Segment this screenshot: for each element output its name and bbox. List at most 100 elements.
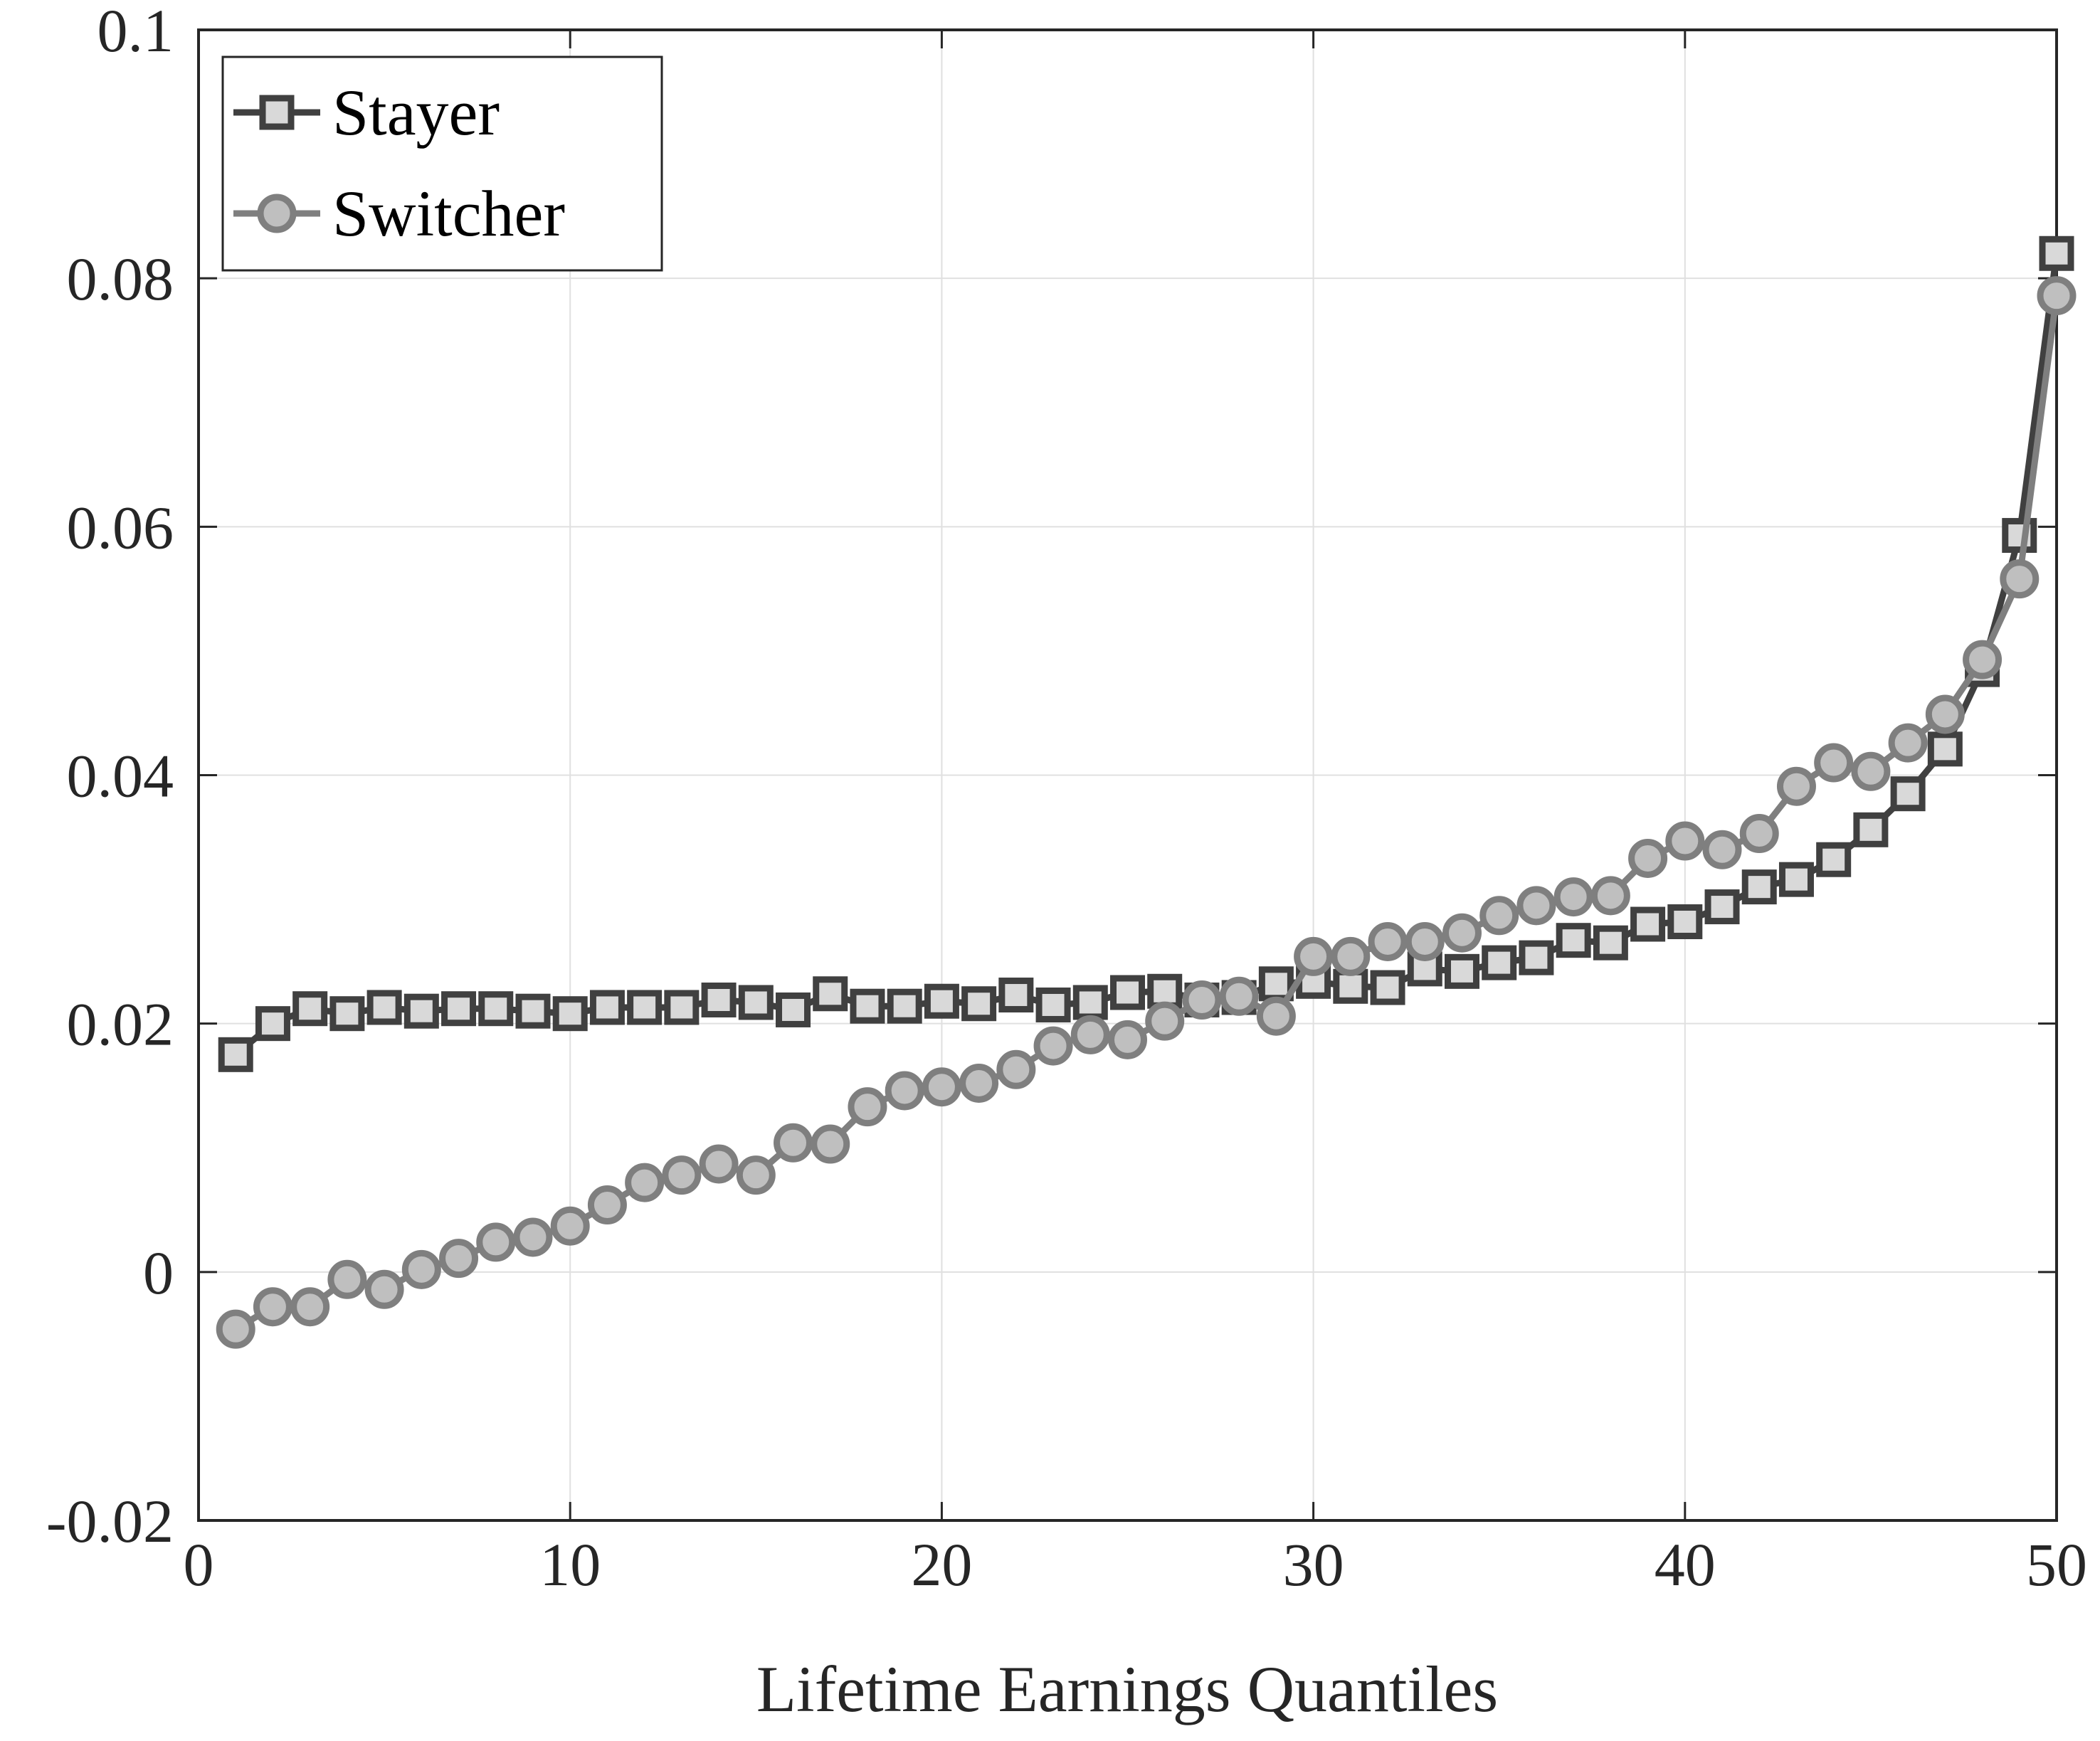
stayer-point	[1927, 731, 1963, 767]
stayer-point	[1741, 869, 1777, 905]
y-tick-label: 0.02	[67, 990, 174, 1059]
series-layer	[216, 236, 2077, 1349]
switcher-point	[1628, 838, 1668, 878]
stayer-point	[1072, 985, 1108, 1020]
stayer-point	[1778, 862, 1814, 897]
y-tick-label: -0.02	[46, 1487, 174, 1555]
switcher-point	[290, 1287, 330, 1327]
stayer-point	[1333, 968, 1368, 1004]
switcher-point	[1182, 980, 1222, 1020]
y-tick-label: 0.08	[67, 245, 174, 313]
stayer-point	[1630, 906, 1666, 942]
switcher-point	[1405, 921, 1445, 961]
series-switcher	[216, 276, 2077, 1349]
stayer-point	[924, 983, 959, 1019]
stayer-point	[292, 991, 328, 1027]
stayer-point	[1667, 904, 1703, 940]
switcher-point	[736, 1155, 776, 1195]
switcher-point	[253, 1287, 292, 1327]
switcher-point	[2000, 559, 2040, 599]
stayer-point	[1890, 776, 1926, 812]
stayer-point	[1853, 812, 1889, 847]
stayer-point	[998, 978, 1034, 1013]
y-tick-labels: -0.02 0 0.02 0.04 0.06 0.08 0.1	[46, 0, 174, 1555]
stayer-point	[1370, 970, 1405, 1005]
switcher-point	[1033, 1026, 1073, 1066]
stayer-point	[961, 986, 997, 1022]
stayer-point	[664, 990, 700, 1025]
switcher-point	[1665, 821, 1705, 861]
switcher-point	[922, 1067, 961, 1107]
switcher-point	[1702, 830, 1742, 869]
switcher-point	[1442, 913, 1482, 953]
stayer-point	[2039, 236, 2074, 271]
switcher-point	[216, 1309, 255, 1349]
switcher-point	[625, 1163, 665, 1202]
stayer-point	[1593, 925, 1628, 961]
switcher-point	[774, 1123, 813, 1163]
stayer-point	[850, 988, 885, 1024]
y-tick-label: 0.04	[67, 742, 174, 810]
stayer-point	[776, 992, 811, 1027]
stayer-point	[738, 985, 774, 1020]
stayer-point	[552, 996, 588, 1032]
legend-switcher-label: Switcher	[332, 177, 565, 250]
switcher-point	[1070, 1015, 1110, 1054]
switcher-point	[1479, 896, 1519, 936]
stayer-point	[627, 990, 663, 1025]
stayer-point	[1147, 973, 1183, 1009]
plot-frame	[197, 28, 2058, 1522]
switcher-point	[476, 1222, 516, 1262]
stayer-point	[403, 993, 439, 1029]
stayer-point	[366, 990, 402, 1025]
switcher-point	[662, 1155, 702, 1195]
x-tick-label: 10	[539, 1530, 601, 1599]
switcher-point	[1776, 766, 1816, 806]
switcher-point	[1294, 936, 1334, 976]
stayer-point	[1704, 889, 1740, 925]
switcher-point	[550, 1206, 590, 1246]
x-tick-label: 50	[2026, 1530, 2087, 1599]
stayer-point	[1258, 966, 1294, 1002]
switcher-point	[364, 1269, 404, 1309]
switcher-point	[1888, 723, 1928, 763]
legend-box	[221, 55, 663, 272]
switcher-point	[1739, 814, 1779, 854]
switcher-point	[1331, 936, 1371, 976]
stayer-point	[1816, 842, 1852, 877]
x-tick-labels: 0 10 20 30 40 50	[184, 1530, 2088, 1599]
x-tick-label: 20	[911, 1530, 972, 1599]
stayer-point	[813, 976, 848, 1012]
switcher-point	[885, 1071, 924, 1111]
x-tick-label: 30	[1283, 1530, 1344, 1599]
switcher-point	[1219, 976, 1259, 1016]
switcher-point	[1963, 640, 2003, 679]
legend-entry-stayer: Stayer	[233, 76, 500, 149]
legend-switcher-marker	[257, 194, 297, 233]
switcher-point	[848, 1087, 887, 1127]
stayer-point	[1556, 923, 1591, 958]
switcher-point	[1925, 694, 1965, 734]
stayer-point	[515, 993, 551, 1029]
switcher-point	[1368, 921, 1408, 961]
y-tick-label: 0	[143, 1239, 174, 1307]
switcher-point	[996, 1049, 1036, 1089]
stayer-point	[329, 996, 365, 1032]
stayer-point	[1035, 987, 1071, 1022]
switcher-point	[1553, 877, 1593, 917]
switcher-point	[2037, 276, 2077, 316]
stayer-point	[1482, 945, 1517, 980]
switcher-point	[1145, 1001, 1185, 1041]
stayer-point	[441, 991, 477, 1027]
switcher-point	[513, 1217, 553, 1257]
x-tick-label: 40	[1655, 1530, 1716, 1599]
x-axis-title: Lifetime Earnings Quantiles	[756, 1653, 1498, 1725]
switcher-point	[401, 1249, 441, 1289]
stayer-point	[589, 990, 625, 1025]
legend: Stayer Switcher	[221, 55, 663, 272]
switcher-point	[1108, 1020, 1147, 1059]
stayer-point	[1519, 940, 1554, 975]
x-tick-label: 0	[184, 1530, 214, 1599]
stayer-point	[701, 982, 737, 1017]
switcher-point	[1590, 876, 1630, 916]
